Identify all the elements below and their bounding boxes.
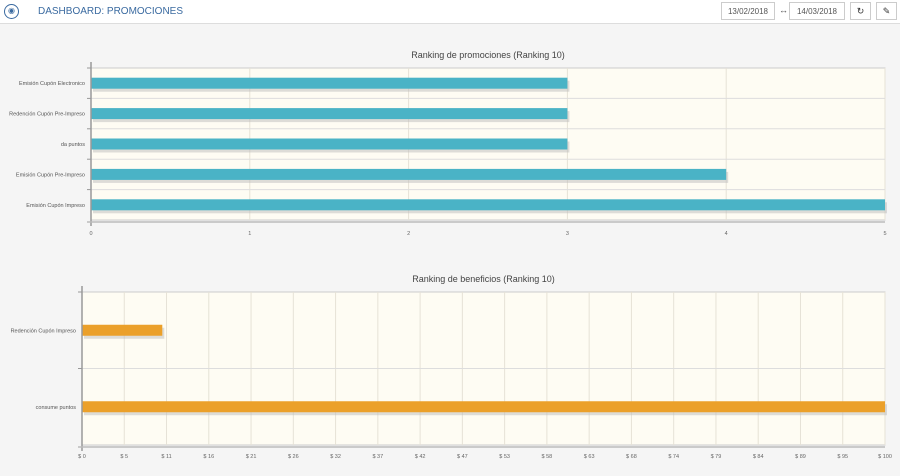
x-tick-label: 2 [407, 231, 410, 237]
bar [91, 138, 568, 150]
x-tick-label: $ 68 [626, 454, 637, 460]
x-tick-label: $ 89 [795, 454, 806, 460]
bar [91, 77, 568, 89]
x-tick-label: 5 [883, 231, 886, 237]
x-tick-label: $ 84 [753, 454, 764, 460]
y-category-label: Redención Cupón Pre-Impreso [9, 112, 85, 118]
x-tick-label: $ 63 [584, 454, 595, 460]
date-from-input[interactable]: 13/02/2018 [721, 2, 775, 20]
x-tick-label: $ 58 [542, 454, 553, 460]
x-tick-label: $ 95 [837, 454, 848, 460]
chart-title: Ranking de beneficios (Ranking 10) [412, 274, 555, 284]
bar [91, 199, 885, 211]
y-category-label: Emisión Cupón Pre-Impreso [16, 172, 85, 178]
y-category-label: consume puntos [36, 405, 77, 411]
x-tick-label: $ 37 [372, 454, 383, 460]
header: ◉ DASHBOARD: PROMOCIONES 13/02/2018 ↔ 14… [0, 0, 900, 24]
y-category-label: da puntos [61, 142, 85, 148]
page-title: DASHBOARD: PROMOCIONES [38, 6, 184, 17]
x-tick-label: $ 11 [161, 454, 171, 460]
dashboard-logo-icon[interactable]: ◉ [4, 4, 19, 19]
x-tick-label: $ 32 [330, 454, 341, 460]
x-tick-label: $ 42 [415, 454, 426, 460]
x-tick-label: $ 16 [203, 454, 214, 460]
edit-button[interactable]: ✎ [876, 2, 897, 20]
x-tick-label: $ 0 [78, 454, 86, 460]
date-range-arrow-icon: ↔ [779, 5, 788, 15]
chart-title: Ranking de promociones (Ranking 10) [411, 50, 565, 60]
bar [82, 324, 163, 336]
x-tick-label: $ 53 [499, 454, 510, 460]
x-tick-label: 0 [89, 231, 92, 237]
bar [91, 168, 727, 180]
date-to-input[interactable]: 14/03/2018 [789, 2, 845, 20]
x-tick-label: 1 [248, 231, 251, 237]
x-tick-label: $ 74 [668, 454, 679, 460]
x-tick-label: $ 5 [120, 454, 128, 460]
x-tick-label: $ 21 [246, 454, 257, 460]
bar [91, 108, 568, 120]
x-tick-label: 4 [725, 231, 728, 237]
x-tick-label: $ 100 [878, 454, 892, 460]
bar [82, 401, 885, 413]
x-tick-label: $ 47 [457, 454, 468, 460]
x-tick-label: $ 79 [711, 454, 722, 460]
refresh-button[interactable]: ↻ [850, 2, 871, 20]
y-category-label: Emisión Cupón Electronico [19, 81, 85, 87]
x-tick-label: 3 [566, 231, 569, 237]
x-tick-label: $ 26 [288, 454, 299, 460]
y-category-label: Redención Cupón Impreso [11, 328, 76, 334]
y-category-label: Emisión Cupón Impreso [26, 203, 85, 209]
